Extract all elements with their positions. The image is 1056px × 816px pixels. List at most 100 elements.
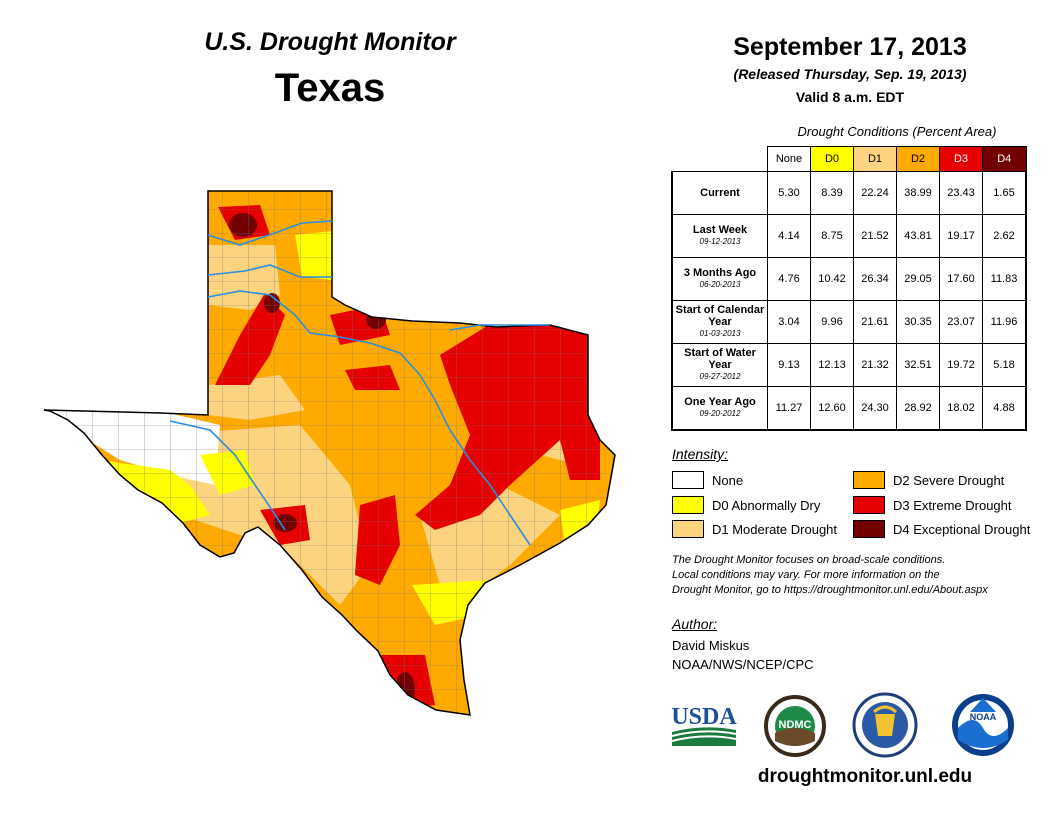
cell: 19.72 (939, 343, 983, 387)
row-date: 09-12-2013 (699, 237, 741, 246)
legend-swatch (853, 471, 885, 489)
col-header-d2: D2 (896, 146, 940, 172)
usda-logo-text: USDA (671, 704, 737, 730)
legend-swatch (672, 496, 704, 514)
table-row: Last Week 09-12-2013 4.14 8.75 21.52 43.8… (671, 214, 1027, 258)
river (449, 324, 550, 331)
row-label: One Year Ago 09-20-2012 (671, 386, 768, 431)
texas-drought-map (43, 190, 616, 716)
cell: 21.32 (853, 343, 897, 387)
cell: 21.52 (853, 214, 897, 258)
legend-item: D1 Moderate Drought (672, 520, 837, 538)
row-label: Last Week 09-12-2013 (671, 214, 768, 258)
row-label-text: One Year Ago (684, 396, 756, 408)
legend-title: Intensity: (672, 446, 729, 462)
cell: 4.14 (767, 214, 811, 258)
website-link[interactable]: droughtmonitor.unl.edu (757, 766, 973, 787)
legend-swatch (853, 520, 885, 538)
legend-label: D2 Severe Drought (893, 472, 1005, 488)
table-row: Start of Water Year 09-27-2012 9.13 12.13… (671, 343, 1027, 387)
cell: 26.34 (853, 257, 897, 301)
row-label-text: 3 Months Ago (683, 267, 757, 279)
brand-title: U.S. Drought Monitor (204, 28, 456, 56)
cell: 43.81 (896, 214, 940, 258)
legend-label: D4 Exceptional Drought (893, 521, 1031, 537)
cell: 29.05 (896, 257, 940, 301)
cell: 8.39 (810, 171, 854, 215)
cell: 2.62 (982, 214, 1027, 258)
table-row: Start of Calendar Year 01-03-2013 3.04 9.… (671, 300, 1027, 344)
cell: 24.30 (853, 386, 897, 431)
author-org: NOAA/NWS/NCEP/CPC (672, 657, 814, 672)
map-date: September 17, 2013 (733, 33, 967, 61)
cell: 4.76 (767, 257, 811, 301)
legend-swatch (672, 520, 704, 538)
cell: 5.18 (982, 343, 1027, 387)
table-row: Current 5.30 8.39 22.24 38.99 23.43 1.65 (671, 171, 1027, 215)
legend-item: D2 Severe Drought (853, 471, 1004, 489)
table-corner (672, 147, 768, 172)
row-label: Start of Water Year 09-27-2012 (671, 343, 768, 387)
row-label: Start of Calendar Year 01-03-2013 (671, 300, 768, 344)
note-line: Local conditions may vary. For more info… (672, 569, 940, 581)
ndmc-logo-text: NDMC (779, 719, 812, 731)
row-label-text: Current (700, 187, 740, 199)
cell: 11.83 (982, 257, 1027, 301)
river (207, 220, 333, 246)
author-name: David Miskus (672, 638, 750, 653)
cell: 8.75 (810, 214, 854, 258)
col-header-d3: D3 (939, 146, 983, 172)
legend-label: D3 Extreme Drought (893, 497, 1012, 513)
row-date: 09-20-2012 (699, 409, 741, 418)
row-date: 06-20-2013 (699, 280, 741, 289)
noaa-logo-text: NOAA (970, 712, 997, 722)
legend-item: D0 Abnormally Dry (672, 496, 820, 514)
col-header-d1: D1 (853, 146, 897, 172)
table-caption: Drought Conditions (Percent Area) (797, 124, 997, 139)
legend-label: D0 Abnormally Dry (712, 497, 821, 513)
legend-label: None (712, 472, 744, 488)
cell: 38.99 (896, 171, 940, 215)
note-line: The Drought Monitor focuses on broad-sca… (672, 554, 946, 566)
cell: 11.27 (767, 386, 811, 431)
cell: 12.60 (810, 386, 854, 431)
row-label-text: Start of Water Year (684, 347, 756, 371)
table-header-row: None D0 D1 D2 D3 D4 (672, 146, 1027, 172)
cell: 23.07 (939, 300, 983, 344)
commerce-seal-logo (852, 692, 918, 758)
drought-conditions-table: None D0 D1 D2 D3 D4 Current 5.30 8.39 22… (671, 146, 1027, 431)
cell: 9.96 (810, 300, 854, 344)
cell: 3.04 (767, 300, 811, 344)
usda-logo: USDA (671, 704, 737, 746)
state-title: Texas (274, 66, 386, 110)
col-header-none: None (767, 146, 811, 172)
county-lines (44, 191, 615, 715)
row-label-text: Last Week (692, 224, 748, 236)
row-label-text: Start of Calendar Year (675, 304, 765, 328)
table-row: 3 Months Ago 06-20-2013 4.76 10.42 26.34 … (671, 257, 1027, 301)
river (207, 264, 332, 278)
cell: 5.30 (767, 171, 811, 215)
table-row: One Year Ago 09-20-2012 11.27 12.60 24.30… (671, 386, 1027, 431)
row-date: 01-03-2013 (699, 329, 741, 338)
cell: 9.13 (767, 343, 811, 387)
cell: 32.51 (896, 343, 940, 387)
cell: 30.35 (896, 300, 940, 344)
noaa-logo: NOAA (952, 694, 1014, 756)
legend-item: None (672, 471, 743, 489)
row-label: Current (671, 171, 768, 215)
cell: 4.88 (982, 386, 1027, 431)
disclaimer-note: The Drought Monitor focuses on broad-sca… (672, 553, 1042, 598)
legend-swatch (853, 496, 885, 514)
release-date: (Released Thursday, Sep. 19, 2013) (733, 66, 967, 82)
valid-time: Valid 8 a.m. EDT (795, 89, 905, 105)
river (207, 290, 531, 546)
ndmc-logo: NDMC (764, 695, 826, 757)
cell: 1.65 (982, 171, 1027, 215)
cell: 12.13 (810, 343, 854, 387)
legend-label: D1 Moderate Drought (712, 521, 838, 537)
row-date: 09-27-2012 (699, 372, 741, 381)
cell: 28.92 (896, 386, 940, 431)
legend-item: D3 Extreme Drought (853, 496, 1012, 514)
cell: 19.17 (939, 214, 983, 258)
